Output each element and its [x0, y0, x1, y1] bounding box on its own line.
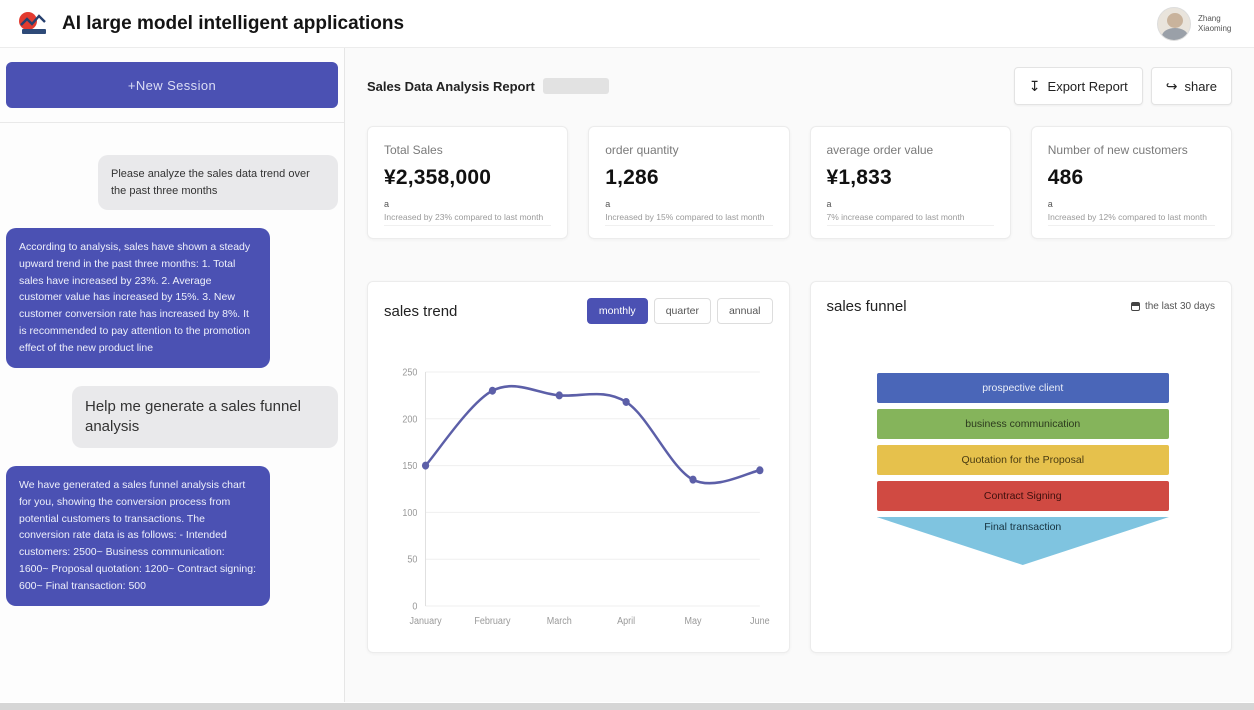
kpi-value: ¥2,358,000: [384, 166, 551, 190]
x-tick-label: January: [410, 616, 442, 628]
trend-up-icon: a: [827, 199, 994, 209]
x-tick-label: May: [684, 616, 701, 628]
app-logo-icon: [14, 7, 54, 41]
chat-message-assistant: We have generated a sales funnel analysi…: [6, 466, 270, 606]
export-report-label: Export Report: [1048, 79, 1128, 94]
top-bar: AI large model intelligent applications …: [0, 0, 1254, 48]
y-tick-label: 0: [412, 601, 417, 613]
kpi-label: Total Sales: [384, 143, 551, 157]
kpi-value: ¥1,833: [827, 166, 994, 190]
share-button[interactable]: ↪ share: [1151, 67, 1232, 105]
kpi-label: order quantity: [605, 143, 772, 157]
data-point: [489, 387, 496, 395]
sidebar-divider: [0, 122, 344, 123]
funnel-stage-business-communication: business communication: [877, 409, 1170, 439]
trend-up-icon: a: [1048, 199, 1215, 209]
trend-line: [426, 386, 760, 483]
kpi-card-order-quantity: order quantity 1,286 a Increased by 15% …: [588, 126, 789, 239]
kpi-value: 1,286: [605, 166, 772, 190]
sales-trend-title: sales trend: [384, 303, 457, 320]
page-title: AI large model intelligent applications: [62, 13, 404, 35]
kpi-card-total-sales: Total Sales ¥2,358,000 a Increased by 23…: [367, 126, 568, 239]
sales-trend-card: sales trend monthly quarter annual 0 50 10…: [367, 281, 790, 653]
calendar-icon: [1131, 302, 1140, 311]
y-tick-label: 250: [402, 367, 417, 379]
share-icon: ↪: [1166, 78, 1178, 95]
trend-up-icon: a: [605, 199, 772, 209]
sales-funnel-title: sales funnel: [827, 298, 907, 315]
user-profile[interactable]: Zhang Xiaoming: [1157, 7, 1240, 41]
x-tick-label: April: [617, 616, 635, 628]
data-point: [623, 398, 630, 406]
export-report-button[interactable]: ↧ Export Report: [1014, 67, 1143, 105]
kpi-card-new-customers: Number of new customers 486 a Increased …: [1031, 126, 1232, 239]
x-tick-label: March: [547, 616, 572, 628]
new-session-button[interactable]: +New Session: [6, 62, 338, 108]
chat-message-list: Please analyze the sales data trend over…: [6, 155, 338, 606]
x-tick-label: June: [750, 616, 770, 628]
data-point: [556, 391, 563, 399]
share-label: share: [1184, 79, 1217, 94]
kpi-card-average-order-value: average order value ¥1,833 a 7% increase…: [810, 126, 1011, 239]
y-tick-label: 150: [402, 461, 417, 473]
kpi-label: average order value: [827, 143, 994, 157]
funnel-period: the last 30 days: [1131, 301, 1215, 312]
kpi-label: Number of new customers: [1048, 143, 1215, 157]
report-actions: ↧ Export Report ↪ share: [1014, 67, 1232, 105]
horizontal-scrollbar[interactable]: [0, 702, 1254, 710]
avatar[interactable]: [1157, 7, 1191, 41]
x-tick-label: February: [474, 616, 510, 628]
sales-trend-header: sales trend monthly quarter annual: [384, 298, 773, 324]
charts-row: sales trend monthly quarter annual 0 50 10…: [367, 281, 1232, 653]
report-header: Sales Data Analysis Report ↧ Export Repo…: [367, 60, 1232, 112]
funnel-stage-label: Quotation for the Proposal: [961, 454, 1084, 466]
data-point: [756, 466, 763, 474]
sales-funnel-card: sales funnel the last 30 days prospectiv…: [810, 281, 1233, 653]
kpi-delta: 7% increase compared to last month: [827, 212, 994, 226]
title-highlight: [543, 78, 609, 94]
funnel-stage-label: Final transaction: [984, 521, 1061, 533]
main-layout: +New Session Please analyze the sales da…: [0, 48, 1254, 702]
data-point: [689, 476, 696, 484]
funnel-stage-label: Contract Signing: [984, 490, 1062, 502]
funnel-stage-prospective-client: prospective client: [877, 373, 1170, 403]
kpi-delta: Increased by 12% compared to last month: [1048, 212, 1215, 226]
kpi-delta: Increased by 15% compared to last month: [605, 212, 772, 226]
kpi-row: Total Sales ¥2,358,000 a Increased by 23…: [367, 126, 1232, 239]
sales-trend-chart: 0 50 100 150 200 250 January February March April…: [384, 358, 773, 640]
funnel-period-label: the last 30 days: [1145, 301, 1215, 312]
funnel-stage-final-transaction: Final transaction: [877, 517, 1170, 565]
kpi-delta: Increased by 23% compared to last month: [384, 212, 551, 226]
funnel-stage-label: business communication: [965, 418, 1080, 430]
chat-message-user: Please analyze the sales data trend over…: [98, 155, 338, 210]
data-point: [422, 462, 429, 470]
y-tick-label: 100: [402, 508, 417, 520]
chat-message-assistant: According to analysis, sales have shown …: [6, 228, 270, 368]
sales-funnel-header: sales funnel the last 30 days: [827, 298, 1216, 315]
sales-funnel-chart: prospective client business communicatio…: [827, 373, 1216, 565]
funnel-stage-contract-signing: Contract Signing: [877, 481, 1170, 511]
trend-chart-svg: 0 50 100 150 200 250 January February March April…: [384, 358, 773, 640]
tab-monthly[interactable]: monthly: [587, 298, 648, 324]
y-tick-label: 200: [402, 414, 417, 426]
funnel-stage-label: prospective client: [982, 382, 1063, 394]
dashboard: Sales Data Analysis Report ↧ Export Repo…: [345, 48, 1254, 702]
trend-up-icon: a: [384, 199, 551, 209]
kpi-value: 486: [1048, 166, 1215, 190]
user-name: Zhang Xiaoming: [1198, 14, 1240, 34]
download-icon: ↧: [1029, 78, 1041, 95]
chat-message-user: Help me generate a sales funnel analysis: [72, 386, 338, 449]
tab-quarter[interactable]: quarter: [654, 298, 711, 324]
funnel-stage-quotation: Quotation for the Proposal: [877, 445, 1170, 475]
y-tick-label: 50: [407, 554, 417, 566]
chat-sidebar: +New Session Please analyze the sales da…: [0, 48, 345, 702]
tab-annual[interactable]: annual: [717, 298, 773, 324]
trend-period-tabs: monthly quarter annual: [587, 298, 773, 324]
report-title: Sales Data Analysis Report: [367, 79, 535, 94]
